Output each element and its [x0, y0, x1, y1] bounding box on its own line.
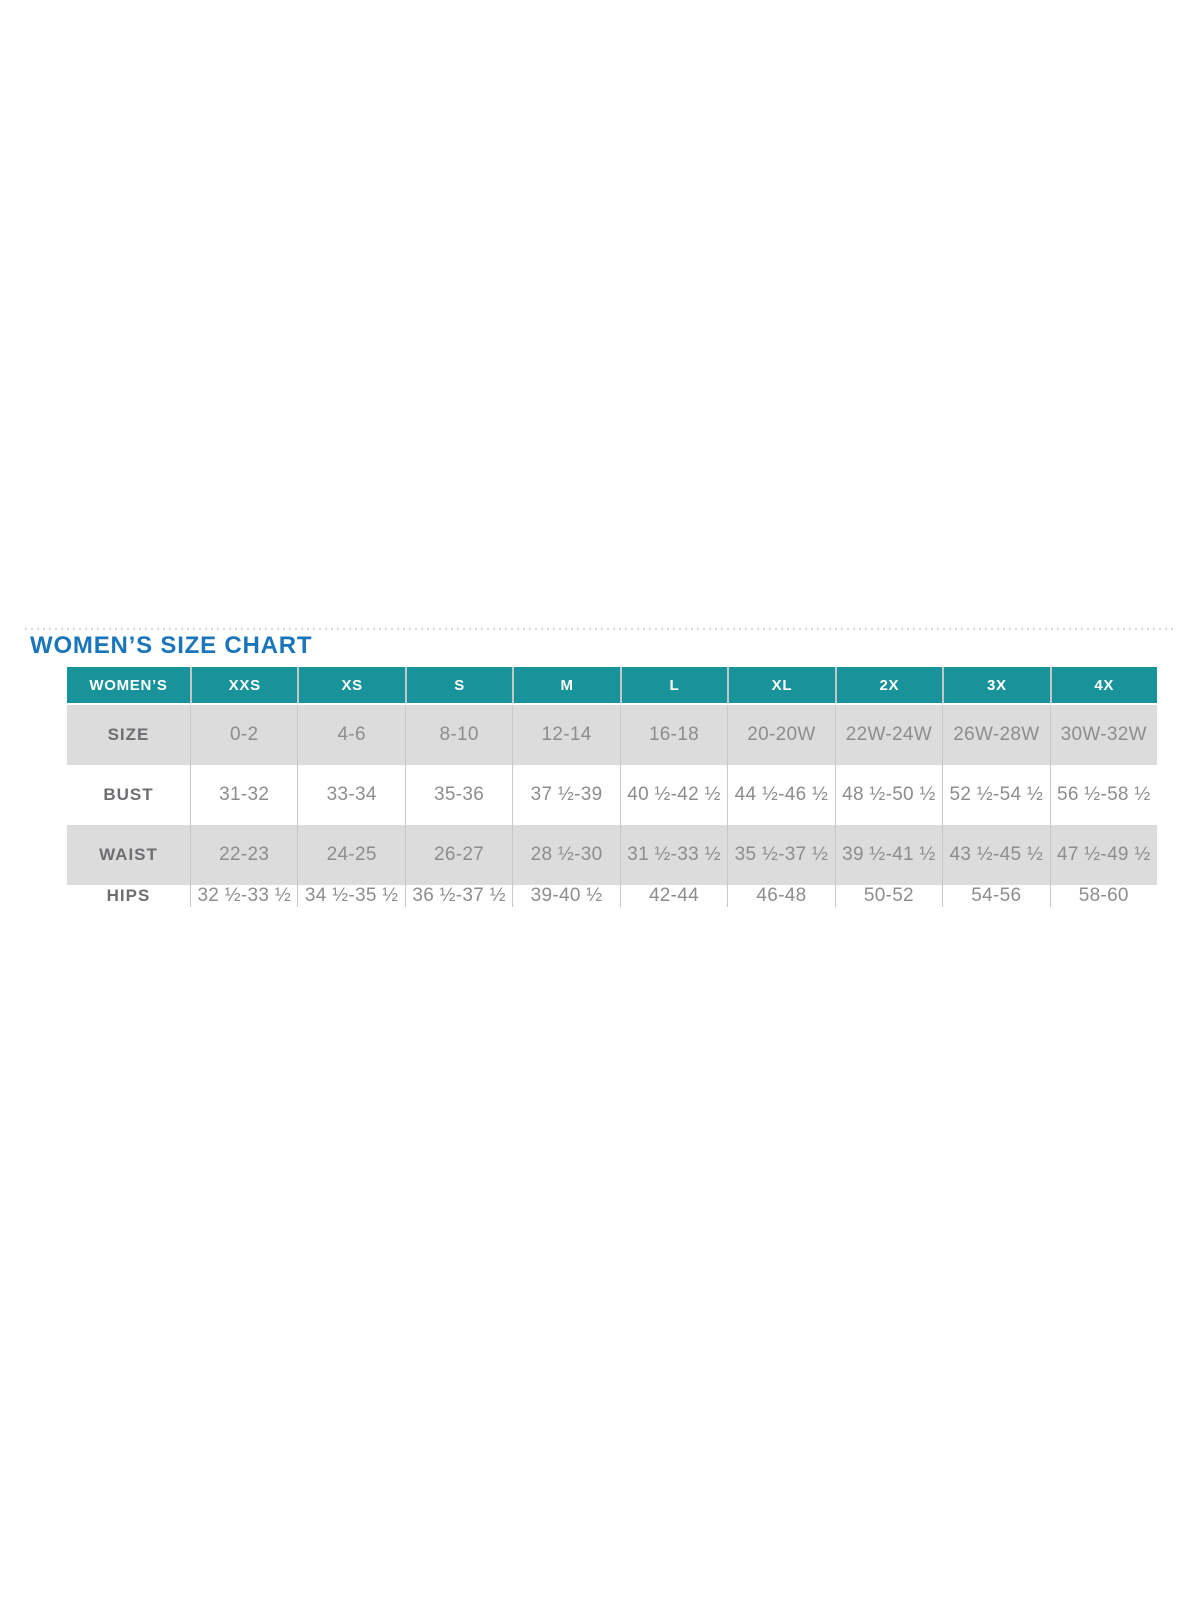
waist-xs: 24-25 — [297, 825, 405, 885]
table-row-waist: WAIST 22-23 24-25 26-27 28 ½-30 31 ½-33 … — [67, 825, 1157, 885]
size-s: 8-10 — [404, 705, 513, 765]
size-xxs: 0-2 — [190, 705, 298, 765]
bust-m: 37 ½-39 — [512, 765, 619, 825]
column-header-xs: XS — [297, 667, 405, 703]
size-m: 12-14 — [512, 705, 620, 765]
hips-2x: 50-52 — [834, 885, 942, 907]
waist-xxs: 22-23 — [190, 825, 298, 885]
bust-xxs: 31-32 — [190, 765, 297, 825]
size-xs: 4-6 — [297, 705, 405, 765]
row-label-size: SIZE — [67, 705, 190, 765]
waist-2x: 39 ½-41 ½ — [834, 825, 943, 885]
hips-3x: 54-56 — [942, 885, 1049, 907]
hips-xxs: 32 ½-33 ½ — [190, 885, 297, 907]
column-header-s: S — [404, 667, 513, 703]
waist-s: 26-27 — [404, 825, 513, 885]
waist-3x: 43 ½-45 ½ — [942, 825, 1050, 885]
row-label-bust: BUST — [103, 785, 154, 804]
womens-size-table: WOMEN’S XXS XS S M L XL 2X 3X 4X SIZE 0-… — [67, 667, 1157, 957]
column-header-4x: 4X — [1049, 667, 1157, 703]
size-4x: 30W-32W — [1049, 705, 1157, 765]
bust-xl: 44 ½-46 ½ — [727, 765, 834, 825]
waist-xl: 35 ½-37 ½ — [727, 825, 835, 885]
table-row-bust: BUST 31-32 33-34 35-36 37 ½-39 40 ½-42 ½… — [67, 765, 1157, 825]
waist-m: 28 ½-30 — [512, 825, 620, 885]
hips-l: 42-44 — [619, 885, 727, 907]
size-xl: 20-20W — [727, 705, 835, 765]
row-label-waist: WAIST — [67, 825, 190, 885]
table-row-hips: HIPS 32 ½-33 ½ 34 ½-35 ½ 36 ½-37 ½ 39-40… — [67, 885, 1157, 957]
hips-xl: 46-48 — [727, 885, 834, 907]
column-header-2x: 2X — [834, 667, 943, 703]
hips-m: 39-40 ½ — [512, 885, 619, 907]
bust-l: 40 ½-42 ½ — [619, 765, 727, 825]
column-header-l: L — [619, 667, 728, 703]
table-header-row: WOMEN’S XXS XS S M L XL 2X 3X 4X — [67, 667, 1157, 703]
waist-l: 31 ½-33 ½ — [619, 825, 728, 885]
hips-4x: 58-60 — [1049, 885, 1157, 907]
row-label-hips: HIPS — [106, 886, 151, 905]
size-l: 16-18 — [619, 705, 728, 765]
column-header-m: M — [512, 667, 620, 703]
size-2x: 22W-24W — [834, 705, 943, 765]
column-header-3x: 3X — [942, 667, 1050, 703]
size-3x: 26W-28W — [942, 705, 1050, 765]
hips-s: 36 ½-37 ½ — [404, 885, 512, 907]
column-header-womens: WOMEN’S — [67, 667, 190, 703]
column-header-xxs: XXS — [190, 667, 298, 703]
hips-xs: 34 ½-35 ½ — [297, 885, 404, 907]
bust-s: 35-36 — [404, 765, 512, 825]
table-row-size: SIZE 0-2 4-6 8-10 12-14 16-18 20-20W 22W… — [67, 705, 1157, 765]
column-header-xl: XL — [727, 667, 835, 703]
bust-2x: 48 ½-50 ½ — [834, 765, 942, 825]
bust-4x: 56 ½-58 ½ — [1049, 765, 1157, 825]
waist-4x: 47 ½-49 ½ — [1049, 825, 1157, 885]
bust-xs: 33-34 — [297, 765, 404, 825]
page-title: WOMEN’S SIZE CHART — [30, 632, 313, 659]
dotted-divider — [25, 628, 1174, 630]
bust-3x: 52 ½-54 ½ — [942, 765, 1049, 825]
